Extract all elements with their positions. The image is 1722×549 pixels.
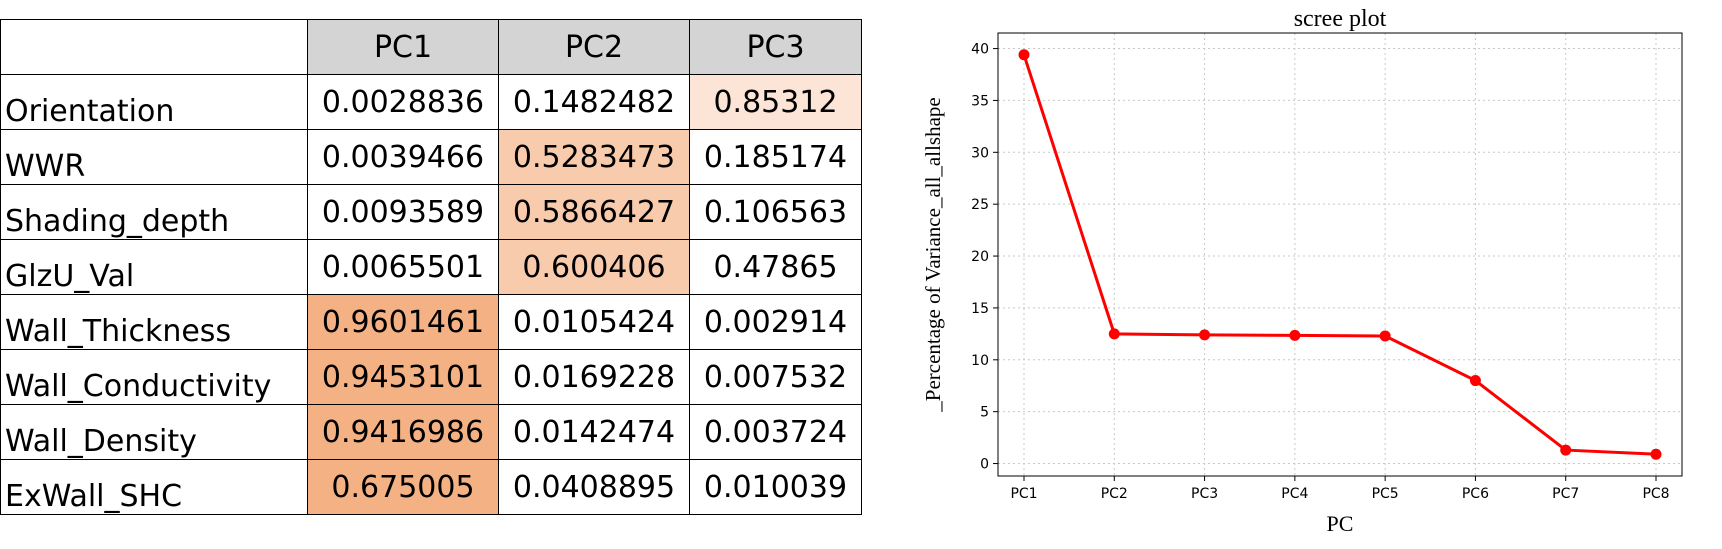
chart-title: scree plot [1294, 6, 1387, 32]
x-axis-label: PC [1327, 511, 1354, 536]
loading-cell: 0.185174 [689, 129, 862, 185]
loading-cell: 0.106563 [689, 184, 862, 240]
table-row: GlzU_Val 0.0065501 0.600406 0.47865 [0, 239, 862, 295]
header-corner-cell [0, 19, 308, 75]
loading-cell: 0.002914 [689, 294, 862, 350]
loading-cell: 0.85312 [689, 74, 862, 130]
column-header-pc1: PC1 [307, 19, 499, 75]
row-label: Shading_depth [0, 184, 308, 240]
x-tick-label: PC2 [1101, 486, 1128, 502]
loading-cell: 0.003724 [689, 404, 862, 460]
row-label: Wall_Conductivity [0, 349, 308, 405]
row-label: ExWall_SHC [0, 459, 308, 515]
loading-cell: 0.0142474 [498, 404, 690, 460]
loading-cell: 0.600406 [498, 239, 690, 295]
loading-cell: 0.0169228 [498, 349, 690, 405]
loading-cell: 0.0039466 [307, 129, 499, 185]
loadings-table-body: PC1 PC2 PC3 Orientation 0.0028836 0.1482482 0.… [0, 19, 862, 515]
y-tick-label: 35 [971, 93, 989, 109]
table-row: Wall_Density 0.9416986 0.0142474 0.003724 [0, 404, 862, 460]
y-tick-label: 20 [971, 249, 989, 265]
data-point [1560, 444, 1572, 456]
row-label: WWR [0, 129, 308, 185]
data-point [1469, 375, 1481, 387]
data-point [1108, 328, 1120, 340]
x-tick-label: PC7 [1552, 486, 1579, 502]
loading-cell: 0.9453101 [307, 349, 499, 405]
table-row: Shading_depth 0.0093589 0.5866427 0.106563 [0, 184, 862, 240]
loading-cell: 0.0028836 [307, 74, 499, 130]
y-tick-label: 30 [971, 145, 989, 161]
loading-cell: 0.1482482 [498, 74, 690, 130]
table-row: Wall_Thickness 0.9601461 0.0105424 0.002914 [0, 294, 862, 350]
x-tick-label: PC5 [1372, 486, 1399, 502]
scree-plot: 0 5 10 15 20 25 30 35 40 PC1 PC2 PC3 PC4 PC5 PC6 PC7 PC8… [921, 6, 1683, 536]
data-point [1650, 448, 1662, 460]
row-label: Wall_Density [0, 404, 308, 460]
table-row: WWR 0.0039466 0.5283473 0.185174 [0, 129, 862, 185]
loading-cell: 0.9601461 [307, 294, 499, 350]
loading-cell: 0.010039 [689, 459, 862, 515]
y-tick-label: 0 [980, 457, 989, 473]
row-label: GlzU_Val [0, 239, 308, 295]
y-tick-label: 15 [971, 301, 989, 317]
data-point [1289, 329, 1301, 341]
loading-cell: 0.5283473 [498, 129, 690, 185]
loading-cell: 0.007532 [689, 349, 862, 405]
x-tick-label: PC4 [1281, 486, 1308, 502]
loading-cell: 0.0408895 [498, 459, 690, 515]
x-tick-label: PC8 [1642, 486, 1669, 502]
table-row: Wall_Conductivity 0.9453101 0.0169228 0.007… [0, 349, 862, 405]
row-label: Orientation [0, 74, 308, 130]
data-point [1199, 329, 1211, 341]
x-tick-label: PC3 [1191, 486, 1218, 502]
loading-cell: 0.675005 [307, 459, 499, 515]
plot-frame [997, 32, 1683, 477]
row-label: Wall_Thickness [0, 294, 308, 350]
y-tick-label: 10 [971, 353, 989, 369]
loading-cell: 0.5866427 [498, 184, 690, 240]
loading-cell: 0.0093589 [307, 184, 499, 240]
data-point [1379, 330, 1391, 342]
y-axis-label: _Percentage of Variance_all_allshape [921, 97, 945, 412]
y-tick-label: 25 [971, 197, 989, 213]
column-header-pc2: PC2 [498, 19, 690, 75]
loading-cell: 0.47865 [689, 239, 862, 295]
loading-cell: 0.9416986 [307, 404, 499, 460]
table-row: Orientation 0.0028836 0.1482482 0.85312 [0, 74, 862, 130]
loading-cell: 0.0105424 [498, 294, 690, 350]
y-tick-label: 5 [980, 405, 989, 421]
x-tick-label: PC1 [1010, 486, 1037, 502]
x-tick-label: PC6 [1462, 486, 1489, 502]
table-row: ExWall_SHC 0.675005 0.0408895 0.010039 [0, 459, 862, 515]
data-point [1018, 49, 1030, 61]
loading-cell: 0.0065501 [307, 239, 499, 295]
series-line [1022, 54, 1657, 456]
loadings-table: PC1 PC2 PC3 Orientation 0.0028836 0.1482482 0.… [0, 19, 862, 515]
table-header-row: PC1 PC2 PC3 [0, 19, 862, 75]
column-header-pc3: PC3 [689, 19, 862, 75]
y-tick-label: 40 [971, 42, 989, 58]
